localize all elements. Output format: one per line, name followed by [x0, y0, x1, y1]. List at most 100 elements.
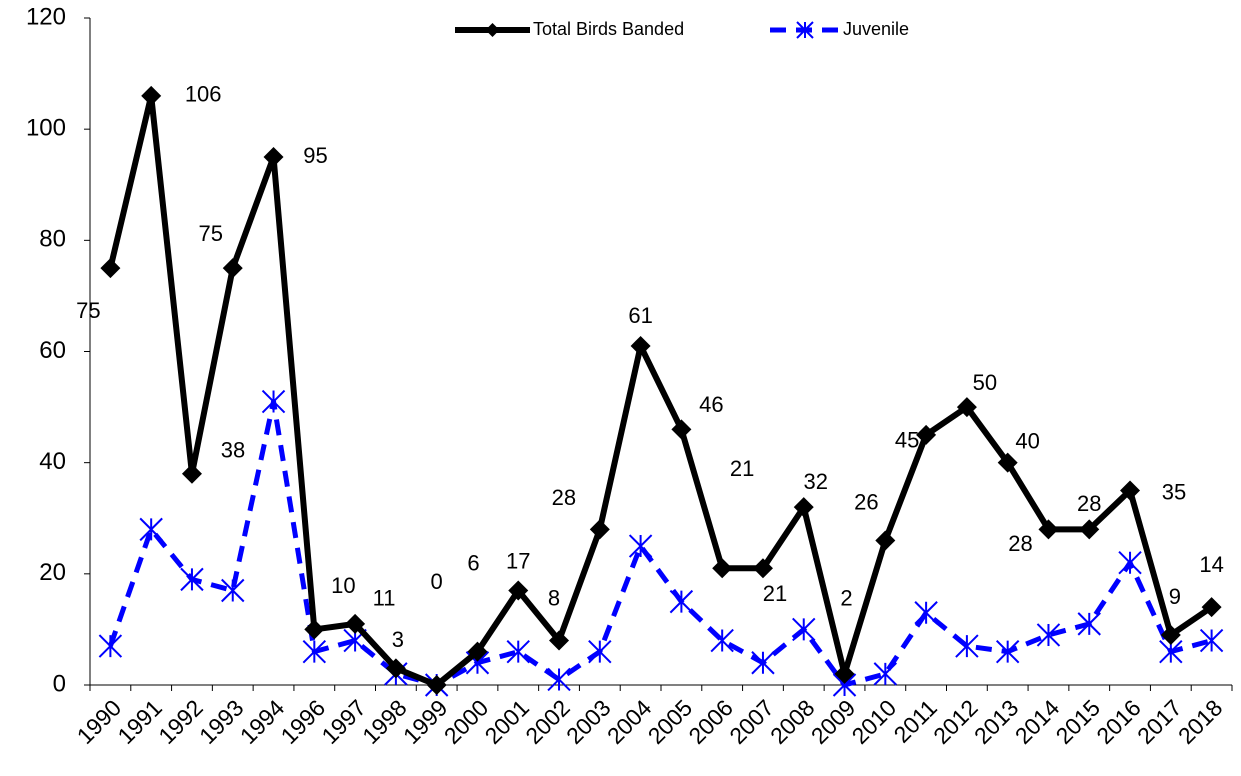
- marker: [426, 675, 447, 695]
- marker: [710, 628, 734, 653]
- x-tick-label: 1997: [316, 694, 371, 749]
- data-label: 106: [185, 82, 222, 107]
- data-label: 95: [303, 143, 327, 168]
- marker: [669, 589, 694, 614]
- data-label: 45: [895, 428, 919, 453]
- legend-label: Total Birds Banded: [533, 19, 684, 39]
- marker: [1038, 519, 1059, 540]
- marker: [385, 658, 406, 679]
- data-label: 2: [840, 586, 852, 611]
- x-tick-label: 2014: [1010, 694, 1065, 749]
- marker: [997, 452, 1018, 473]
- marker: [302, 639, 327, 664]
- data-label: 46: [699, 392, 723, 417]
- marker: [873, 662, 898, 686]
- marker: [261, 389, 286, 414]
- marker: [180, 567, 204, 592]
- y-tick-label: 80: [39, 226, 66, 253]
- marker: [139, 517, 163, 542]
- marker: [221, 578, 245, 603]
- y-tick-label: 100: [26, 115, 66, 142]
- marker: [956, 397, 977, 418]
- x-tick-label: 1996: [276, 694, 331, 749]
- x-tick-label: 2009: [806, 694, 861, 749]
- legend-label: Juvenile: [843, 19, 909, 39]
- marker: [467, 641, 488, 662]
- x-tick-label: 2008: [765, 694, 820, 749]
- x-tick-label: 1993: [194, 694, 249, 749]
- x-tick-label: 2012: [928, 694, 983, 749]
- x-tick-label: 2002: [520, 694, 575, 749]
- data-label: 75: [199, 221, 223, 246]
- y-tick-label: 60: [39, 337, 66, 364]
- x-tick-label: 2015: [1051, 694, 1106, 749]
- x-tick-label: 2003: [561, 694, 616, 749]
- data-label: 6: [467, 550, 479, 575]
- x-tick-label: 2016: [1091, 694, 1146, 749]
- marker: [1120, 480, 1141, 501]
- data-label: 17: [506, 548, 530, 573]
- y-tick-label: 0: [53, 670, 66, 697]
- data-label: 50: [973, 370, 997, 395]
- marker: [222, 258, 243, 279]
- data-label: 14: [1199, 552, 1223, 577]
- marker: [792, 617, 816, 642]
- data-label: 8: [548, 585, 560, 610]
- data-label: 9: [1169, 584, 1181, 609]
- data-label: 3: [392, 627, 404, 652]
- data-label: 0: [431, 569, 443, 594]
- marker: [547, 667, 571, 692]
- marker: [671, 419, 692, 440]
- data-label: 11: [373, 586, 396, 611]
- marker: [955, 634, 979, 658]
- marker: [98, 634, 123, 658]
- data-label: 75: [76, 298, 100, 323]
- marker: [181, 463, 202, 484]
- marker: [506, 639, 530, 664]
- marker: [263, 146, 284, 167]
- x-tick-label: 2010: [847, 694, 902, 749]
- marker: [100, 258, 121, 279]
- marker: [141, 85, 162, 106]
- marker: [630, 335, 651, 356]
- marker: [588, 639, 612, 664]
- marker: [995, 639, 1020, 664]
- marker: [1118, 551, 1142, 575]
- x-tick-label: 2005: [643, 694, 698, 749]
- legend-marker: [796, 21, 814, 39]
- x-tick-label: 2007: [724, 694, 779, 749]
- x-tick-label: 1992: [153, 694, 208, 749]
- data-label: 32: [804, 469, 828, 494]
- x-tick-label: 1991: [112, 694, 167, 749]
- marker: [914, 601, 938, 625]
- marker: [751, 651, 775, 675]
- data-label: 28: [552, 485, 576, 510]
- x-tick-label: 2017: [1132, 694, 1187, 749]
- data-label: 61: [628, 303, 652, 328]
- marker: [712, 558, 733, 579]
- x-tick-label: 2013: [969, 694, 1024, 749]
- data-label: 21: [763, 581, 787, 606]
- marker: [752, 558, 773, 579]
- x-tick-label: 1999: [398, 694, 453, 749]
- data-label: 40: [1015, 428, 1039, 453]
- data-label: 26: [854, 489, 878, 514]
- marker: [1079, 519, 1100, 540]
- y-tick-label: 20: [39, 559, 66, 586]
- x-tick-label: 1990: [72, 694, 127, 749]
- marker: [1201, 597, 1222, 618]
- x-tick-label: 2018: [1173, 694, 1228, 749]
- marker: [628, 534, 653, 558]
- x-tick-label: 2000: [439, 694, 494, 749]
- data-label: 35: [1162, 479, 1186, 504]
- y-tick-label: 40: [39, 448, 66, 475]
- x-tick-label: 1998: [357, 694, 412, 749]
- data-label: 38: [221, 438, 245, 463]
- marker: [793, 497, 814, 518]
- y-tick-label: 120: [26, 3, 66, 30]
- marker: [1199, 628, 1224, 653]
- marker: [589, 519, 610, 540]
- x-tick-label: 2001: [480, 694, 535, 749]
- marker: [508, 580, 529, 601]
